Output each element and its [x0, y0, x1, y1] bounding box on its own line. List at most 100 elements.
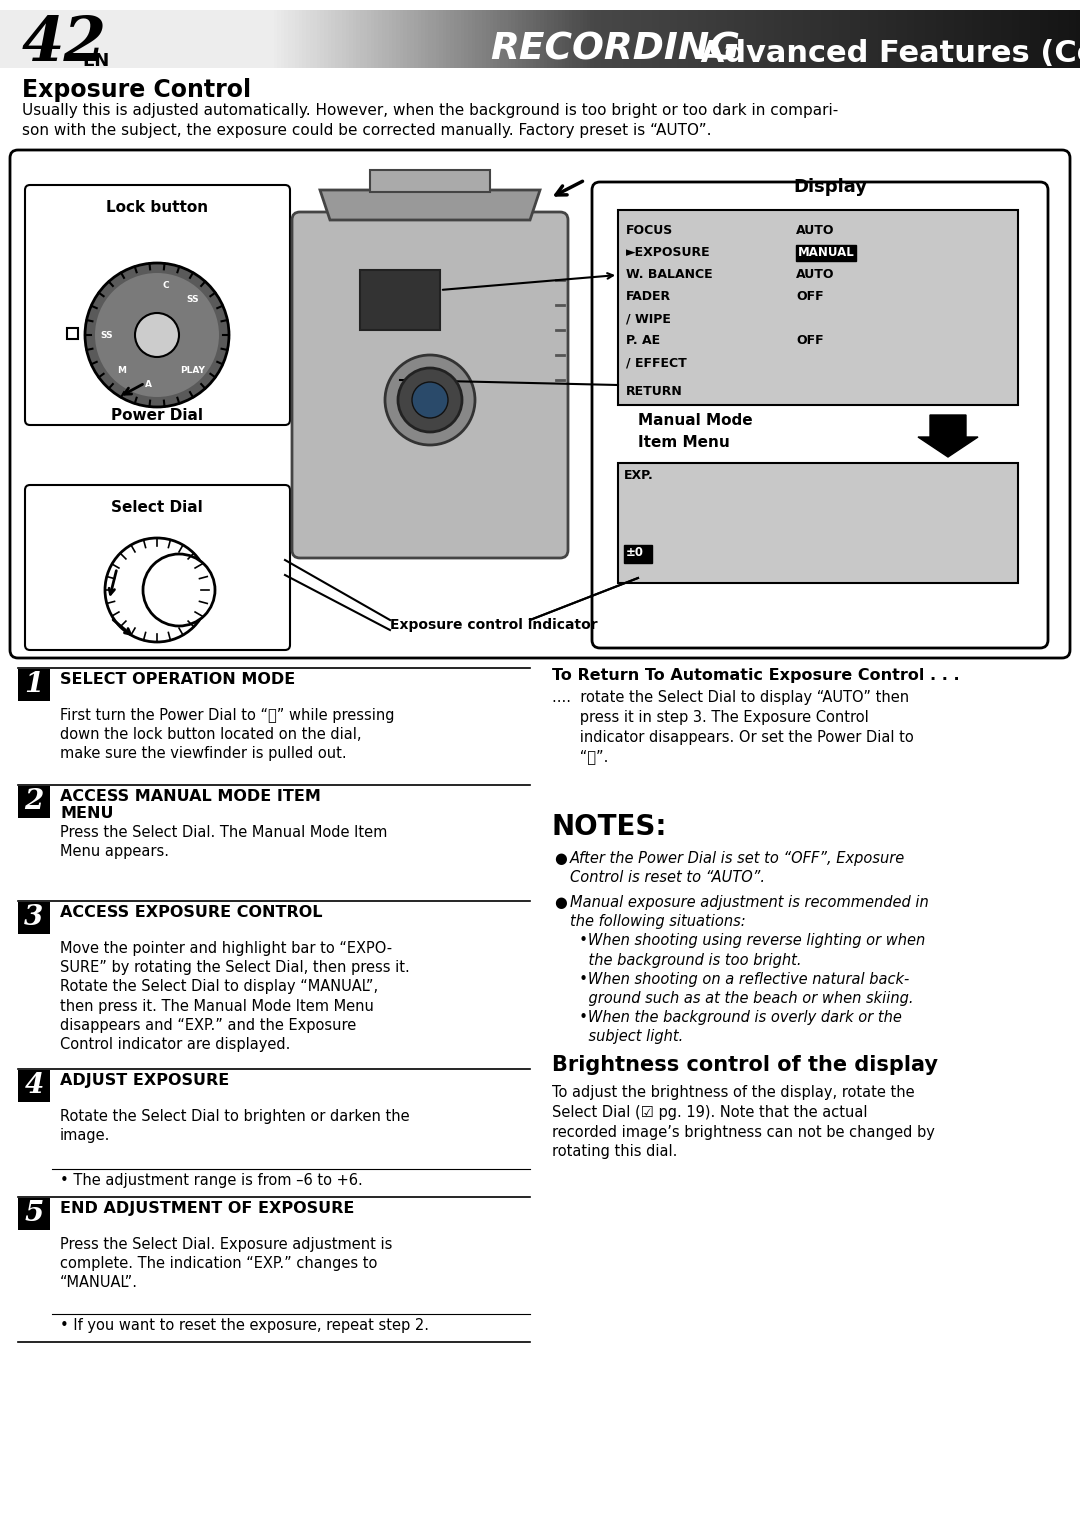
- Polygon shape: [1026, 11, 1029, 67]
- Polygon shape: [612, 11, 616, 67]
- Text: / EFFECT: / EFFECT: [626, 356, 687, 369]
- Bar: [618, 463, 1018, 583]
- Text: M: M: [117, 366, 126, 376]
- Text: Display: Display: [793, 178, 867, 196]
- Polygon shape: [864, 11, 867, 67]
- Text: ►EXPOSURE: ►EXPOSURE: [626, 245, 711, 259]
- Polygon shape: [205, 11, 208, 67]
- Polygon shape: [133, 11, 137, 67]
- Polygon shape: [904, 11, 907, 67]
- Polygon shape: [288, 11, 292, 67]
- Polygon shape: [713, 11, 716, 67]
- Text: C: C: [162, 281, 168, 290]
- Polygon shape: [691, 11, 694, 67]
- Polygon shape: [378, 11, 381, 67]
- Bar: [18, 1197, 50, 1229]
- Polygon shape: [605, 11, 608, 67]
- Polygon shape: [1012, 11, 1015, 67]
- Circle shape: [95, 273, 219, 397]
- Polygon shape: [591, 11, 594, 67]
- Text: To Return To Automatic Exposure Control . . .: To Return To Automatic Exposure Control …: [552, 668, 960, 684]
- Text: Exposure Control: Exposure Control: [22, 78, 252, 103]
- Text: Press the Select Dial. Exposure adjustment is
complete. The indication “EXP.” ch: Press the Select Dial. Exposure adjustme…: [60, 1237, 392, 1291]
- Polygon shape: [457, 11, 461, 67]
- Polygon shape: [137, 11, 140, 67]
- Polygon shape: [119, 11, 122, 67]
- Text: Item Menu: Item Menu: [638, 435, 730, 451]
- Polygon shape: [57, 11, 62, 67]
- Polygon shape: [472, 11, 475, 67]
- Text: Move the pointer and highlight bar to “EXPO-
SURE” by rotating the Select Dial, : Move the pointer and highlight bar to “E…: [60, 941, 409, 1052]
- Polygon shape: [548, 11, 551, 67]
- Polygon shape: [1015, 11, 1018, 67]
- Polygon shape: [734, 11, 738, 67]
- Polygon shape: [116, 11, 119, 67]
- Polygon shape: [245, 11, 248, 67]
- Text: • The adjustment range is from –6 to +6.: • The adjustment range is from –6 to +6.: [60, 1173, 363, 1188]
- Polygon shape: [1040, 11, 1044, 67]
- Polygon shape: [839, 11, 842, 67]
- Polygon shape: [262, 11, 267, 67]
- Text: 3: 3: [25, 904, 43, 931]
- Polygon shape: [162, 11, 165, 67]
- Text: NOTES:: NOTES:: [552, 812, 667, 842]
- Text: MANUAL: MANUAL: [798, 245, 854, 259]
- Polygon shape: [515, 11, 518, 67]
- Polygon shape: [900, 11, 904, 67]
- Polygon shape: [335, 11, 338, 67]
- Polygon shape: [738, 11, 742, 67]
- Text: Exposure control indicator: Exposure control indicator: [390, 618, 597, 632]
- Polygon shape: [65, 11, 68, 67]
- Polygon shape: [1069, 11, 1072, 67]
- Polygon shape: [306, 11, 310, 67]
- Polygon shape: [670, 11, 673, 67]
- Polygon shape: [208, 11, 213, 67]
- Polygon shape: [316, 11, 321, 67]
- Polygon shape: [630, 11, 634, 67]
- Polygon shape: [256, 11, 259, 67]
- Polygon shape: [910, 11, 915, 67]
- Polygon shape: [148, 11, 151, 67]
- Polygon shape: [1062, 11, 1066, 67]
- Polygon shape: [940, 11, 943, 67]
- Polygon shape: [403, 11, 407, 67]
- Polygon shape: [180, 11, 184, 67]
- Polygon shape: [861, 11, 864, 67]
- Circle shape: [384, 356, 475, 445]
- Polygon shape: [918, 11, 921, 67]
- Polygon shape: [932, 11, 936, 67]
- Polygon shape: [853, 11, 856, 67]
- Polygon shape: [532, 11, 537, 67]
- Polygon shape: [191, 11, 194, 67]
- Polygon shape: [176, 11, 180, 67]
- Polygon shape: [915, 11, 918, 67]
- Text: RETURN: RETURN: [626, 385, 683, 399]
- Polygon shape: [475, 11, 478, 67]
- Polygon shape: [219, 11, 224, 67]
- Polygon shape: [748, 11, 753, 67]
- Polygon shape: [367, 11, 370, 67]
- Polygon shape: [926, 11, 929, 67]
- Polygon shape: [792, 11, 796, 67]
- Polygon shape: [554, 11, 558, 67]
- Polygon shape: [529, 11, 532, 67]
- Polygon shape: [705, 11, 710, 67]
- Bar: [796, 245, 856, 261]
- Polygon shape: [108, 11, 111, 67]
- Text: OFF: OFF: [796, 334, 824, 346]
- Polygon shape: [918, 415, 978, 457]
- Polygon shape: [929, 11, 932, 67]
- Polygon shape: [435, 11, 440, 67]
- Polygon shape: [213, 11, 216, 67]
- Polygon shape: [537, 11, 540, 67]
- Polygon shape: [94, 11, 97, 67]
- Polygon shape: [759, 11, 764, 67]
- Polygon shape: [781, 11, 785, 67]
- FancyBboxPatch shape: [25, 484, 291, 650]
- Polygon shape: [97, 11, 100, 67]
- Polygon shape: [407, 11, 410, 67]
- Text: FOCUS: FOCUS: [626, 224, 673, 238]
- Polygon shape: [716, 11, 720, 67]
- Polygon shape: [907, 11, 910, 67]
- Polygon shape: [418, 11, 421, 67]
